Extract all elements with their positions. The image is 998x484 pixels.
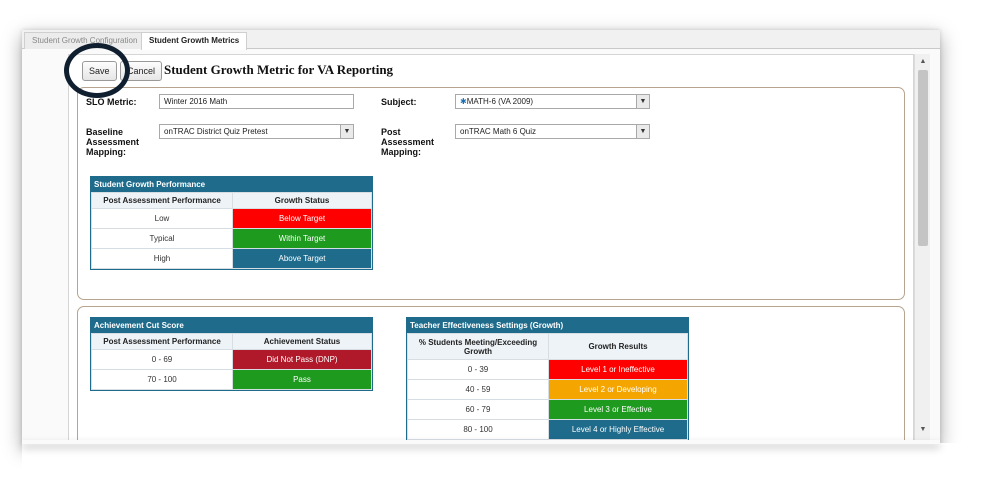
achievement-status-cell: Did Not Pass (DNP) (232, 349, 372, 370)
performance-cell: Low (91, 208, 233, 229)
table-row: 80 - 100 Level 4 or Highly Effective (407, 419, 688, 440)
slo-metric-input[interactable]: Winter 2016 Math (159, 94, 354, 109)
performance-cell: Typical (91, 228, 233, 249)
column-header: Growth Status (232, 192, 372, 209)
table-row: 70 - 100 Pass (91, 369, 372, 390)
percent-range-cell: 60 - 79 (407, 399, 549, 420)
table-row: 0 - 69 Did Not Pass (DNP) (91, 349, 372, 370)
subject-select[interactable]: ✱MATH-6 (VA 2009) ▼ (455, 94, 650, 109)
vertical-scrollbar[interactable]: ▲ ▼ (914, 54, 930, 442)
achievement-cut-score-table: Achievement Cut Score Post Assessment Pe… (90, 317, 373, 391)
subject-select-value: MATH-6 (VA 2009) (466, 97, 534, 106)
table-row: High Above Target (91, 248, 372, 269)
teacher-effectiveness-table: Teacher Effectiveness Settings (Growth) … (406, 317, 689, 442)
column-header: Growth Results (548, 333, 688, 360)
asterisk-icon: ✱ (460, 97, 467, 106)
chevron-down-icon[interactable]: ▼ (636, 125, 649, 138)
column-header: Achievement Status (232, 333, 372, 350)
column-header: Post Assessment Performance (91, 192, 233, 209)
post-select-value: onTRAC Math 6 Quiz (460, 127, 537, 136)
percent-range-cell: 0 - 39 (407, 359, 549, 380)
scroll-thumb[interactable] (918, 70, 928, 246)
growth-result-cell: Level 1 or Ineffective (548, 359, 688, 380)
subject-label: Subject: (381, 97, 417, 107)
growth-result-cell: Level 3 or Effective (548, 399, 688, 420)
growth-status-cell: Above Target (232, 248, 372, 269)
viewport-bottom-edge (22, 443, 998, 484)
highlight-circle (64, 43, 130, 98)
post-assessment-select[interactable]: onTRAC Math 6 Quiz ▼ (455, 124, 650, 139)
table-row: 60 - 79 Level 3 or Effective (407, 399, 688, 420)
table-row: Typical Within Target (91, 228, 372, 249)
scroll-down-icon[interactable]: ▼ (919, 426, 927, 433)
column-header: % Students Meeting/Exceeding Growth (407, 333, 549, 360)
table-row: 40 - 59 Level 2 or Developing (407, 379, 688, 400)
page-title: Student Growth Metric for VA Reporting (164, 62, 394, 77)
percent-range-cell: 80 - 100 (407, 419, 549, 440)
chevron-down-icon[interactable]: ▼ (340, 125, 353, 138)
score-range-cell: 70 - 100 (91, 369, 233, 390)
score-range-cell: 0 - 69 (91, 349, 233, 370)
baseline-assessment-label: Baseline Assessment Mapping: (86, 127, 140, 157)
chevron-down-icon[interactable]: ▼ (636, 95, 649, 108)
percent-range-cell: 40 - 59 (407, 379, 549, 400)
window-bottom-shadow (22, 440, 940, 444)
table-row: 0 - 39 Level 1 or Ineffective (407, 359, 688, 380)
scroll-up-icon[interactable]: ▲ (919, 58, 927, 65)
growth-status-cell: Below Target (232, 208, 372, 229)
achievement-status-cell: Pass (232, 369, 372, 390)
table-title: Student Growth Performance (91, 177, 372, 192)
performance-cell: High (91, 248, 233, 269)
baseline-select-value: onTRAC District Quiz Pretest (164, 127, 268, 136)
tab-strip: Student Growth Configuration Student Gro… (22, 30, 940, 50)
table-title: Achievement Cut Score (91, 318, 372, 333)
growth-result-cell: Level 2 or Developing (548, 379, 688, 400)
tab-student-growth-metrics[interactable]: Student Growth Metrics (141, 32, 248, 50)
post-assessment-label: Post Assessment Mapping: (381, 127, 435, 157)
growth-status-cell: Within Target (232, 228, 372, 249)
slo-metric-label: SLO Metric: (86, 97, 137, 107)
baseline-assessment-select[interactable]: onTRAC District Quiz Pretest ▼ (159, 124, 354, 139)
student-growth-performance-table: Student Growth Performance Post Assessme… (90, 176, 373, 270)
table-row: Low Below Target (91, 208, 372, 229)
table-title: Teacher Effectiveness Settings (Growth) (407, 318, 688, 333)
column-header: Post Assessment Performance (91, 333, 233, 350)
growth-result-cell: Level 4 or Highly Effective (548, 419, 688, 440)
